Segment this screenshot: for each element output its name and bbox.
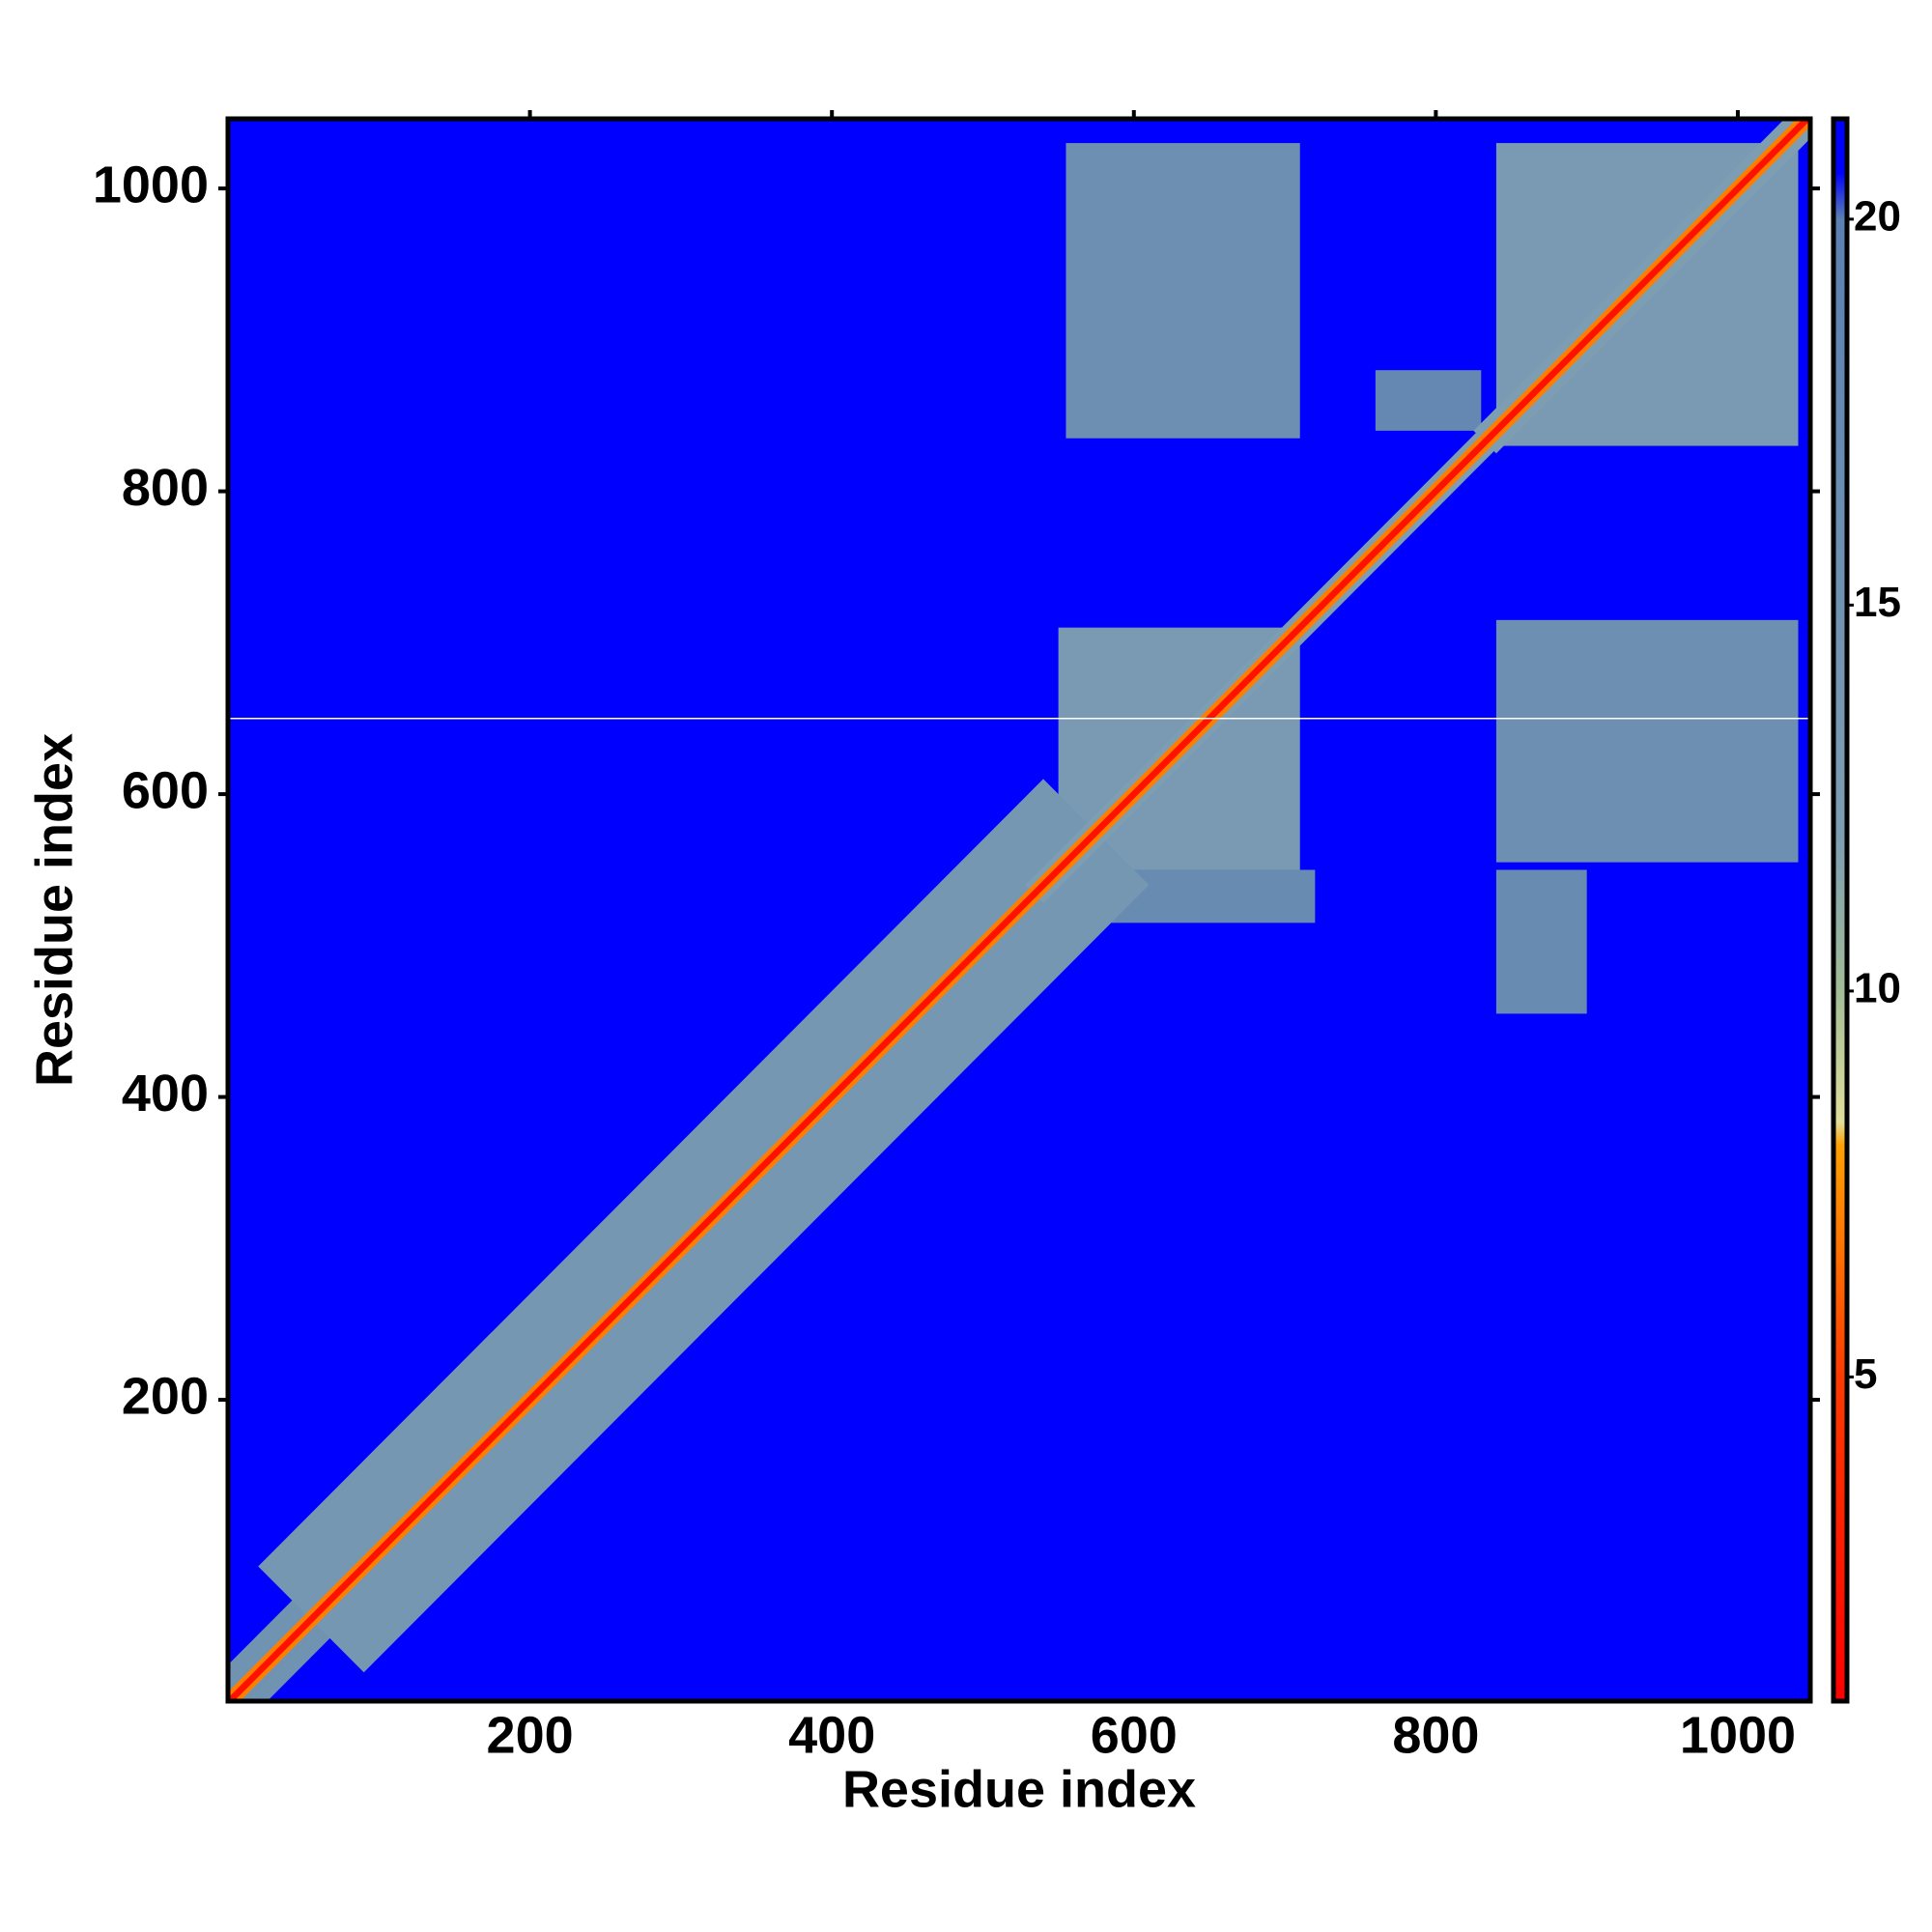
colorbar-tick-label: 15 (1854, 579, 1901, 626)
plot-frame (225, 116, 1813, 1704)
colorbar-tick-label: 10 (1854, 965, 1901, 1012)
heatmap-region (1065, 143, 1300, 439)
plot-area (228, 119, 1810, 1701)
x-tick-label: 800 (1392, 1706, 1479, 1764)
x-tick-label: 600 (1091, 1706, 1178, 1764)
y-tick-label: 200 (122, 1367, 209, 1425)
y-axis-title: Residue index (25, 733, 83, 1087)
x-axis-title: Residue index (842, 1760, 1196, 1818)
y-tick-label: 800 (122, 459, 209, 517)
y-tick-label: 1000 (93, 156, 209, 213)
x-tick-label: 400 (788, 1706, 875, 1764)
diagonal-band (228, 119, 1810, 1701)
heatmap-region (1495, 619, 1799, 863)
x-tick-label: 1000 (1680, 1706, 1796, 1764)
y-tick-label: 400 (122, 1065, 209, 1122)
y-tick-label: 600 (122, 761, 209, 819)
heatmap-region (1495, 869, 1587, 1014)
colorbar (1831, 116, 1850, 1704)
colorbar-tick-label: 20 (1854, 192, 1901, 240)
colorbar-tick-label: 5 (1854, 1350, 1877, 1398)
x-tick-label: 200 (487, 1706, 574, 1764)
heatmap-region (1375, 370, 1482, 431)
